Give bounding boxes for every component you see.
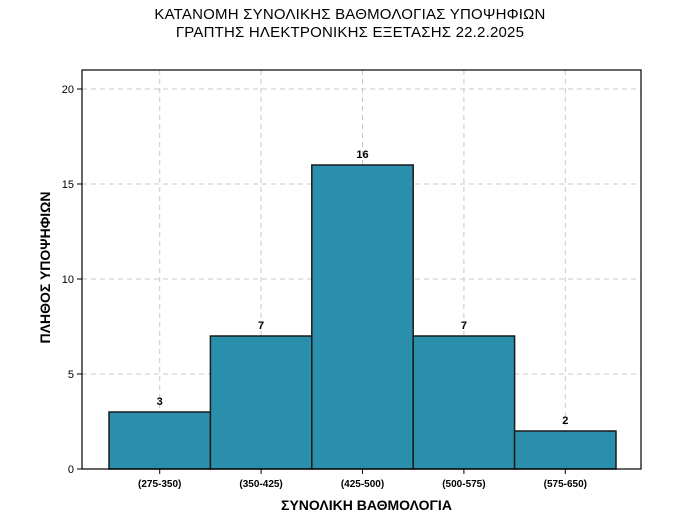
x-tick-label: (500-575) (442, 479, 485, 490)
bar-value-label: 3 (157, 396, 163, 408)
data-labels: 3 7 16 7 2 (157, 149, 569, 427)
bar-value-label: 7 (461, 320, 467, 332)
x-tick-label: (350-425) (239, 479, 282, 490)
plot-frame (81, 69, 642, 470)
y-tick-label: 15 (62, 179, 74, 191)
histogram-bar (412, 335, 516, 470)
chart-title: ΚΑΤΑΝΟΜΗ ΣΥΝΟΛΙΚΗΣ ΒΑΘΜΟΛΟΓΙΑΣ ΥΠΟΨΗΦΙΩΝ (154, 6, 546, 23)
histogram-bar (209, 335, 313, 470)
histogram-bar (311, 164, 414, 470)
y-axis-ticks: 0 5 10 15 20 (62, 84, 82, 476)
bar-value-label: 16 (356, 149, 368, 161)
chart-title-block: ΚΑΤΑΝΟΜΗ ΣΥΝΟΛΙΚΗΣ ΒΑΘΜΟΛΟΓΙΑΣ ΥΠΟΨΗΦΙΩΝ… (0, 6, 700, 42)
y-tick-label: 5 (68, 369, 74, 381)
bar-value-label: 2 (562, 415, 568, 427)
x-axis-ticks: (275-350) (350-425) (425-500) (500-575) (575… (138, 469, 587, 490)
bar-value-label: 7 (258, 320, 264, 332)
histogram-bar (513, 430, 617, 470)
y-tick-label: 20 (62, 84, 74, 96)
chart-subtitle: ΓΡΑΠΤΗΣ ΗΛΕΚΤΡΟΝΙΚΗΣ ΕΞΕΤΑΣΗΣ 22.2.2025 (175, 24, 525, 41)
x-tick-label: (275-350) (138, 479, 181, 490)
y-tick-label: 10 (62, 274, 74, 286)
y-tick-label: 0 (68, 464, 74, 476)
x-tick-label: (575-650) (544, 479, 587, 490)
x-tick-label: (425-500) (341, 479, 384, 490)
bars-layer (108, 164, 617, 470)
y-axis-title: ΠΛΗΘΟΣ ΥΠΟΨΗΦΙΩΝ (37, 192, 53, 344)
plot-border (81, 69, 642, 470)
x-axis-title: ΣΥΝΟΛΙΚΗ ΒΑΘΜΟΛΟΓΙΑ (281, 497, 452, 513)
histogram-bar (108, 411, 212, 470)
